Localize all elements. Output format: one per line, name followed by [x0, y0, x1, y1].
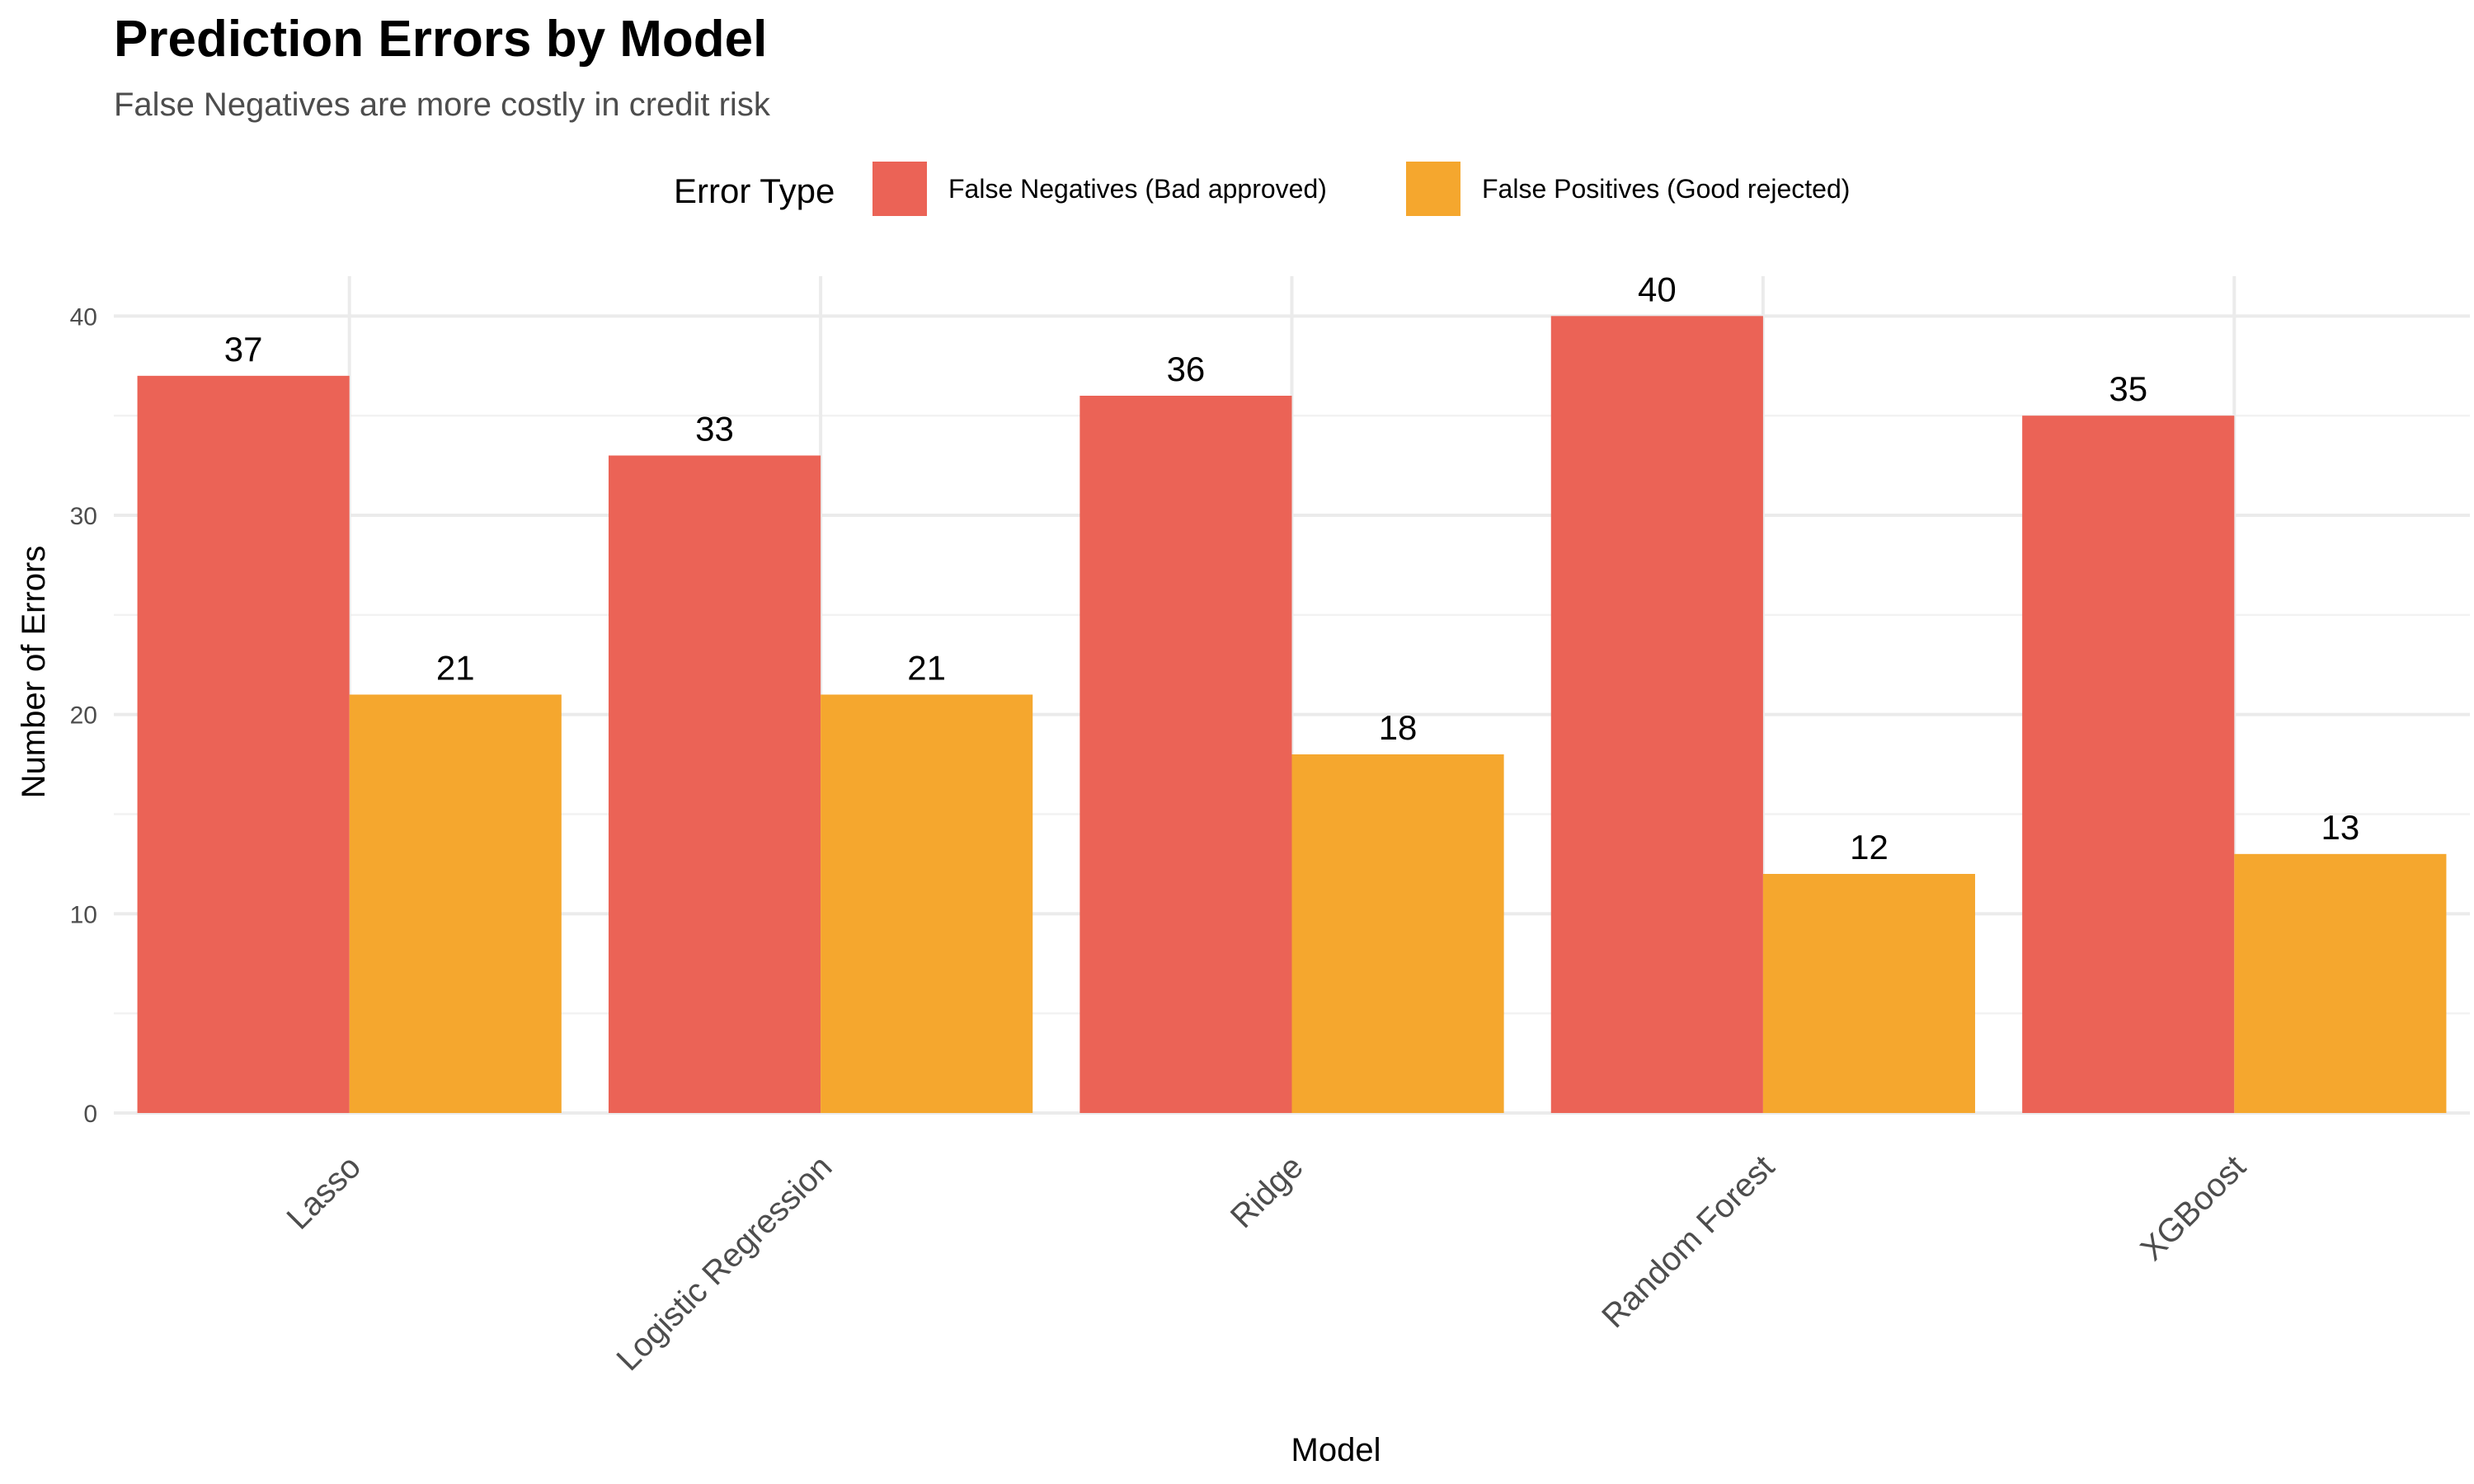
x-axis-ticks: Lasso Logistic Regression Ridge Random Fore… — [280, 1148, 2252, 1378]
bar — [2022, 416, 2235, 1114]
y-axis-title: Number of Errors — [16, 546, 52, 799]
y-tick-label: 40 — [70, 303, 97, 331]
x-tick-label: Random Forest — [1595, 1148, 1781, 1335]
bar — [2234, 853, 2447, 1113]
bar-value-label: 21 — [436, 649, 475, 688]
bar — [821, 694, 1033, 1113]
bar-value-label: 21 — [907, 649, 946, 688]
bar-value-label: 40 — [1638, 270, 1677, 308]
legend-label: False Negatives (Bad approved) — [948, 174, 1327, 204]
chart-subtitle: False Negatives are more costly in credi… — [114, 87, 771, 123]
y-tick-label: 30 — [70, 503, 97, 530]
x-tick-label: Lasso — [280, 1148, 368, 1237]
bar — [1079, 396, 1292, 1113]
legend-label: False Positives (Good rejected) — [1482, 174, 1850, 204]
x-axis-title: Model — [1291, 1432, 1381, 1468]
bar-value-label: 33 — [695, 410, 734, 448]
bar-value-label: 18 — [1379, 708, 1418, 747]
bars — [137, 316, 2447, 1114]
bar-value-label: 35 — [2109, 369, 2147, 408]
bar — [1291, 754, 1504, 1113]
chart-title: Prediction Errors by Model — [114, 11, 767, 68]
legend-key — [1406, 162, 1460, 216]
legend-title: Error Type — [674, 171, 835, 210]
bar — [1762, 874, 1976, 1113]
legend-key — [872, 162, 927, 216]
bar-value-label: 36 — [1167, 350, 1206, 388]
x-tick-label: XGBoost — [2133, 1148, 2252, 1267]
x-tick-label: Logistic Regression — [610, 1148, 840, 1378]
data-labels: 37 33 36 40 35 21 21 18 12 13 — [224, 270, 2359, 866]
bar-value-label: 13 — [2321, 808, 2360, 847]
y-tick-label: 20 — [70, 702, 97, 730]
y-tick-label: 0 — [83, 1101, 97, 1128]
bar-value-label: 12 — [1850, 828, 1888, 866]
bar — [137, 375, 350, 1113]
bar-value-label: 37 — [224, 330, 263, 369]
legend: Error Type False Negatives (Bad approved… — [674, 162, 1850, 216]
bar — [608, 455, 821, 1113]
y-axis-ticks: 0 10 20 30 40 — [70, 303, 97, 1128]
bar — [1550, 316, 1763, 1113]
bar — [349, 694, 562, 1113]
x-tick-label: Ridge — [1224, 1148, 1310, 1235]
y-tick-label: 10 — [70, 901, 97, 928]
